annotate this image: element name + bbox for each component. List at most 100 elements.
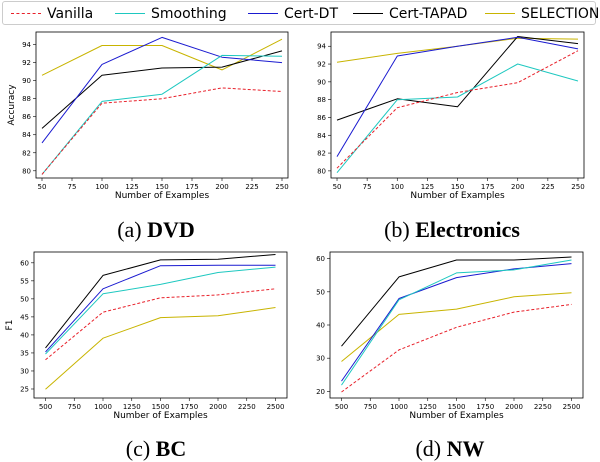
bc-series-smoothing — [45, 266, 276, 355]
nw-ytick-label: 40 — [316, 322, 325, 330]
caption-dvd-prefix: (a) — [117, 217, 148, 242]
dvd-xtick-label: 225 — [245, 183, 258, 191]
bc-ytick-label: 25 — [20, 385, 29, 393]
electronics-series-vanilla — [336, 50, 579, 169]
bc-ytick-label: 35 — [20, 349, 29, 357]
legend-label-cert-tapad: Cert-TAPAD — [389, 6, 468, 22]
caption-nw-bold: NW — [446, 436, 485, 461]
electronics-series-cert-dt — [336, 36, 579, 157]
nw-xtick-label: 2250 — [534, 403, 552, 411]
nw-xtick-label: 2500 — [563, 403, 581, 411]
dvd-ytick-label: 88 — [22, 95, 31, 103]
electronics-ytick-label: 90 — [317, 78, 326, 86]
nw-xtick-label: 1750 — [476, 403, 494, 411]
bc-xtick-label: 1500 — [152, 403, 170, 411]
caption-bc-prefix: (c) — [125, 436, 156, 461]
dvd-ytick-label: 84 — [22, 131, 31, 139]
nw-x-axis-label: Number of Examples — [409, 411, 504, 421]
nw-ytick-label: 30 — [316, 355, 325, 363]
legend-label-vanilla: Vanilla — [47, 6, 94, 22]
caption-electronics: (b) Electronics — [332, 217, 572, 243]
legend-label-smoothing: Smoothing — [151, 6, 227, 22]
caption-nw: (d) NW — [330, 436, 570, 462]
dvd-xtick-label: 250 — [275, 183, 288, 191]
dvd-xtick-label: 175 — [185, 183, 198, 191]
electronics-xtick-label: 225 — [541, 183, 554, 191]
electronics-xtick-label: 150 — [451, 183, 464, 191]
bc-xtick-label: 1750 — [180, 403, 198, 411]
bc-ytick-label: 30 — [20, 367, 29, 375]
bc-xtick-label: 2000 — [209, 403, 227, 411]
legend-swatch-vanilla — [11, 13, 41, 14]
bc-ytick-label: 50 — [20, 295, 29, 303]
electronics-series-smoothing — [336, 63, 579, 174]
dvd-x-axis-label: Number of Examples — [115, 191, 210, 201]
bc-xtick-label: 500 — [39, 403, 52, 411]
dvd-series-smoothing — [41, 54, 283, 175]
nw-series-smoothing — [341, 259, 572, 386]
electronics-ytick-label: 82 — [317, 150, 326, 158]
dvd-xtick-label: 50 — [38, 183, 47, 191]
electronics-xtick-label: 50 — [333, 183, 342, 191]
bc-ytick-label: 40 — [20, 331, 29, 339]
nw-xtick-label: 750 — [364, 403, 377, 411]
dvd-ytick-label: 90 — [22, 77, 31, 85]
nw-xtick-label: 500 — [335, 403, 348, 411]
electronics-xtick-label: 75 — [363, 183, 372, 191]
dvd-xtick-label: 125 — [125, 183, 138, 191]
bc-x-axis-label: Number of Examples — [113, 411, 208, 421]
bc-y-axis-label: F1 — [5, 320, 15, 331]
dvd-ytick-label: 92 — [22, 59, 31, 67]
caption-nw-prefix: (d) — [415, 436, 447, 461]
caption-electronics-prefix: (b) — [384, 217, 416, 242]
dvd-ytick-label: 94 — [22, 41, 31, 49]
electronics-ytick-label: 94 — [317, 43, 326, 51]
nw-ytick-label: 60 — [316, 255, 325, 263]
bc-xtick-label: 750 — [68, 403, 81, 411]
bc-xtick-label: 1250 — [123, 403, 141, 411]
legend-swatch-selection — [485, 13, 515, 14]
nw-ytick-label: 20 — [316, 388, 325, 396]
legend-label-selection: SELECTION — [521, 6, 600, 22]
caption-electronics-bold: Electronics — [415, 217, 520, 242]
dvd-series-vanilla — [41, 87, 283, 175]
nw-plot-frame — [329, 251, 584, 399]
nw-xtick-label: 1000 — [390, 403, 408, 411]
bc-ytick-label: 45 — [20, 313, 29, 321]
dvd-xtick-label: 200 — [215, 183, 228, 191]
electronics-series-cert-tapad — [336, 36, 579, 121]
bc-xtick-label: 2500 — [267, 403, 285, 411]
legend-swatch-cert-dt — [248, 13, 278, 14]
electronics-xtick-label: 250 — [571, 183, 584, 191]
dvd-series-cert-dt — [41, 36, 283, 144]
bc-ytick-label: 55 — [20, 277, 29, 285]
bc-xtick-label: 1000 — [94, 403, 112, 411]
legend-swatch-smoothing — [115, 13, 145, 14]
legend: Vanilla Smoothing Cert-DT Cert-TAPAD SEL… — [2, 1, 600, 25]
bc-xtick-label: 2250 — [238, 403, 256, 411]
dvd-xtick-label: 100 — [95, 183, 108, 191]
dvd-series-cert-tapad — [41, 50, 283, 129]
bc-series-cert-tapad — [45, 254, 276, 349]
dvd-ytick-label: 82 — [22, 149, 31, 157]
caption-bc-bold: BC — [155, 436, 187, 461]
legend-swatch-cert-tapad — [353, 13, 383, 14]
electronics-xtick-label: 175 — [481, 183, 494, 191]
caption-dvd: (a) DVD — [36, 217, 276, 243]
electronics-ytick-label: 88 — [317, 96, 326, 104]
dvd-xtick-label: 150 — [155, 183, 168, 191]
nw-series-cert-tapad — [341, 256, 572, 347]
dvd-series-selection — [41, 38, 283, 76]
electronics-ytick-label: 84 — [317, 132, 326, 140]
dvd-ytick-label: 86 — [22, 113, 31, 121]
electronics-xtick-label: 200 — [511, 183, 524, 191]
electronics-xtick-label: 100 — [391, 183, 404, 191]
bc-ytick-label: 60 — [20, 259, 29, 267]
nw-series-vanilla — [341, 303, 572, 393]
legend-label-cert-dt: Cert-DT — [284, 6, 339, 22]
dvd-y-axis-label: Accuracy — [7, 84, 17, 126]
